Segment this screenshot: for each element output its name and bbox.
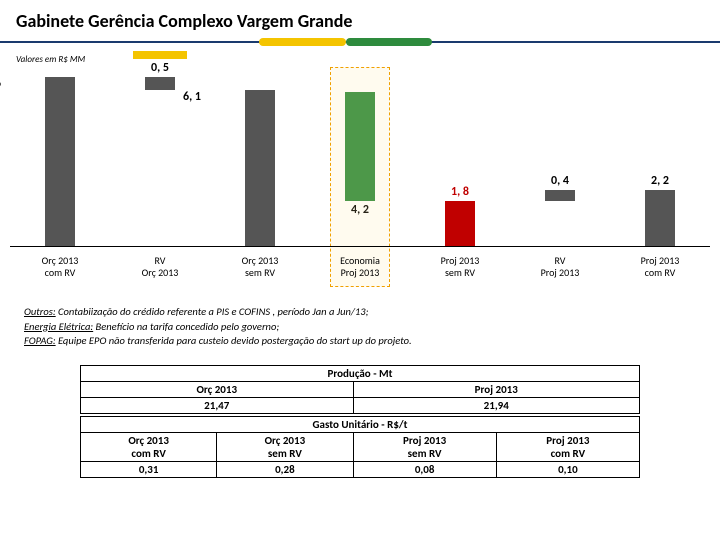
bar-value-label: 0, 4 [530,174,590,188]
table-header-cell: Orç 2013 [81,382,354,398]
bar-value-label: 1, 8 [430,185,490,199]
x-axis-label: Proj 2013sem RV [410,251,510,287]
title-divider [0,38,720,46]
x-axis-label: RVOrç 2013 [110,251,210,287]
bar-column: 1, 8 [410,77,510,247]
tables-region: Produção - Mt Orç 2013Proj 2013 21,4721,… [0,359,720,478]
table-cell: 21,47 [81,398,354,414]
x-axis-label: Proj 2013com RV [610,251,710,287]
table-cell: 0,08 [353,462,496,478]
bar [45,77,75,247]
bar-value-label: 2, 2 [630,174,690,188]
x-axis-label: Orç 2013sem RV [210,251,310,287]
subtitle: Valores em R$ MM [0,50,720,67]
bar [245,90,275,247]
table-header-cell: Proj 2013sem RV [353,433,496,462]
footnote-line: Outros: Contabiização do crédido referen… [24,305,696,320]
divider-accent [346,38,432,46]
marker-bar [133,51,187,59]
bar-value-label: 6, 1 [162,90,222,104]
x-axis-label: EconomiaProj 2013 [310,251,410,287]
table1-section: Produção - Mt [81,366,640,382]
bar-value-label: 0, 5 [130,61,190,75]
table-cell: 0,31 [81,462,217,478]
divider-accent [259,38,345,46]
table-cell: 0,28 [217,462,353,478]
page-title: Gabinete Gerência Complexo Vargem Grande [0,0,720,38]
production-table: Produção - Mt Orç 2013Proj 2013 21,4721,… [80,365,640,414]
x-axis-label: RVProj 2013 [510,251,610,287]
x-axis [10,246,710,247]
table2-section: Gasto Unitário - R$/t [81,417,640,433]
bar-column: 0, 4 [510,77,610,247]
bar [645,190,675,247]
bar-column: 6, 6 [10,77,110,247]
bar-column: 4, 2 [310,77,410,247]
table-cell: 21,94 [353,398,640,414]
bar [445,201,475,247]
table-header-cell: Proj 2013com RV [496,433,639,462]
table-header-cell: Orç 2013sem RV [217,433,353,462]
footnotes: Outros: Contabiização do crédido referen… [0,287,720,359]
unit-cost-table: Gasto Unitário - R$/t Orç 2013com RVOrç … [80,416,640,478]
footnote-line: Energia Elétrica: Benefício na tarifa co… [24,320,696,335]
table-header-cell: Proj 2013 [353,382,640,398]
footnote-line: FOPAG: Equipe EPO não transferida para c… [24,334,696,349]
bar [145,77,175,90]
x-axis-label: Orç 2013com RV [10,251,110,287]
bar-column: 6, 1 [210,77,310,247]
bar-value-label: 6, 6 [0,77,22,91]
table-header-cell: Orç 2013com RV [81,433,217,462]
bar-column: 2, 2 [610,77,710,247]
waterfall-chart: 6, 60, 56, 14, 21, 80, 42, 2 Orç 2013com… [10,67,710,287]
table-cell: 0,10 [496,462,639,478]
bar [545,190,575,200]
